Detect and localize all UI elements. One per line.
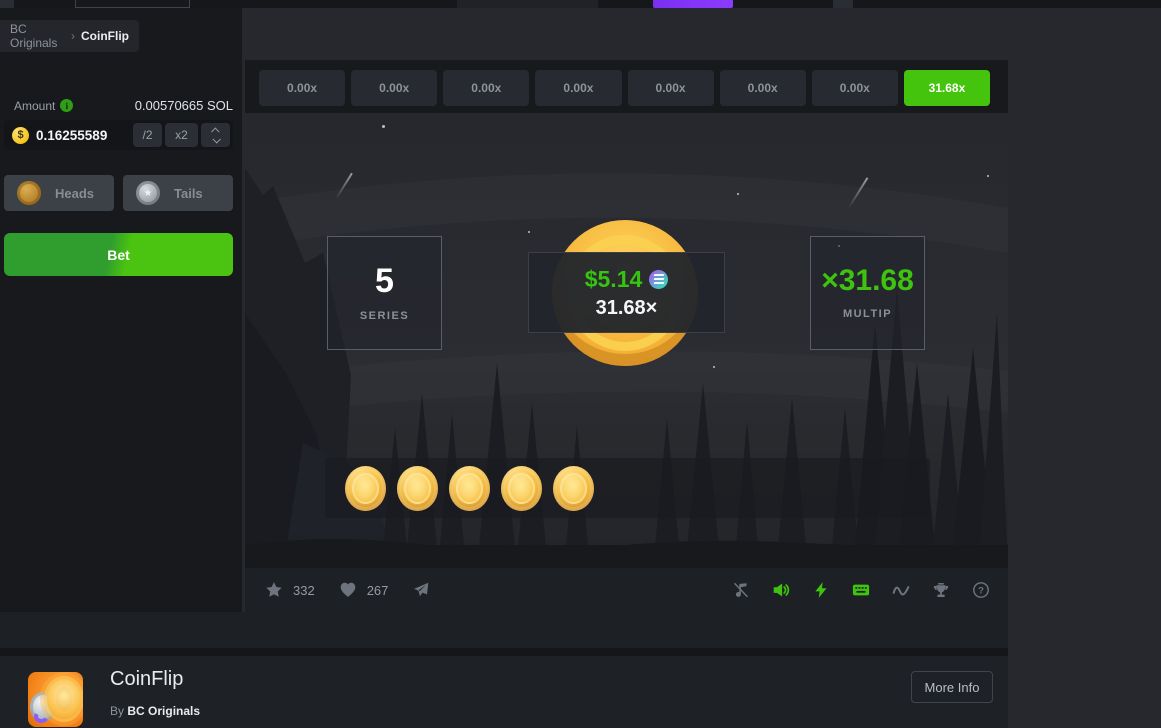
result-coin-heads [449,465,490,511]
top-bar-accent-button[interactable] [653,0,733,8]
game-scene: 5 SERIES $5.14 31.68× ×31.68 MULTIP [245,113,1008,568]
amount-row: Amount i 0.00570665 SOL [14,98,233,113]
multiplier-label: MULTIP [842,308,893,320]
trophy-icon[interactable] [932,581,950,599]
breadcrumb: BC Originals › CoinFlip [0,20,139,52]
star-speck [528,231,530,233]
solana-icon [649,269,669,289]
amount-stepper[interactable] [201,123,230,147]
multiplier-history: 0.00x 0.00x 0.00x 0.00x 0.00x 0.00x 0.00x 31.68… [259,70,990,106]
tails-coin-icon: ★ [136,181,160,205]
bet-amount-input[interactable]: $ 0.16255589 /2 x2 [4,120,233,150]
wallet-balance: 0.00570665 SOL [134,98,233,113]
live-stats-icon[interactable] [892,581,910,599]
series-panel: 5 SERIES [327,236,442,350]
payout-multiplier: 31.68× [595,296,658,319]
page-gap-divider [0,648,1008,656]
history-chip[interactable]: 0.00x [443,70,530,106]
heads-button[interactable]: Heads [4,175,114,211]
game-title: CoinFlip [110,668,184,690]
game-byline: By BC Originals [110,704,200,718]
top-bar-fragment [0,0,14,8]
history-chip[interactable]: 0.00x [811,70,898,106]
favorites-count: 332 [293,582,315,598]
star-speck [713,366,715,368]
payout-amount: $5.14 [584,265,643,292]
tails-button[interactable]: ★ Tails [123,175,233,211]
dollar-coin-icon: $ [12,126,29,144]
sound-icon[interactable] [772,581,790,599]
provider-link[interactable]: BC Originals [127,704,201,718]
heads-label: Heads [55,185,95,201]
hotkeys-icon[interactable] [852,581,870,599]
top-bar-fragment [457,0,598,8]
double-bet-button[interactable]: x2 [165,123,198,147]
bet-sidebar: BC Originals › CoinFlip Amount i 0.00570… [0,8,242,612]
help-icon[interactable]: ? [972,581,990,599]
top-bar [0,0,1161,8]
likes-count: 267 [366,582,389,598]
more-info-button[interactable]: More Info [911,671,993,703]
star-icon[interactable] [265,581,283,599]
share-icon[interactable] [412,581,430,599]
side-choice-row: Heads ★ Tails [4,175,233,211]
history-chip[interactable]: 0.00x [627,70,714,106]
tails-label: Tails [174,185,203,201]
history-chip[interactable]: 31.68x [903,70,990,106]
result-coin-heads [501,465,542,511]
history-chip[interactable]: 0.00x [719,70,806,106]
series-value: 5 [375,262,394,300]
game-toolbar: 332 267 [245,568,1008,612]
star-speck [382,125,385,128]
result-coin-heads [553,465,594,511]
multiplier-panel: ×31.68 MULTIP [810,236,925,350]
history-chip[interactable]: 0.00x [259,70,346,106]
breadcrumb-separator: › [71,29,75,43]
music-off-icon[interactable] [732,581,750,599]
history-chip[interactable]: 0.00x [351,70,438,106]
breadcrumb-current: CoinFlip [81,29,129,43]
series-label: SERIES [359,310,410,322]
bet-button[interactable]: Bet [4,233,233,276]
heart-icon[interactable] [339,581,357,599]
bet-amount-value[interactable]: 0.16255589 [36,127,108,143]
multiplier-value: ×31.68 [821,264,914,297]
breadcrumb-link-originals[interactable]: BC Originals [10,22,58,50]
info-icon[interactable]: i [60,99,74,112]
heads-coin-icon [17,181,41,205]
top-bar-fragment [833,0,853,8]
stepper-up-icon[interactable] [210,126,220,136]
gold-coin-art [47,679,81,719]
star-speck [737,193,739,195]
history-chip[interactable]: 0.00x [535,70,622,106]
half-bet-button[interactable]: /2 [133,123,162,147]
stepper-down-icon[interactable] [211,134,221,144]
by-label: By [110,704,125,718]
coin-results-row [325,458,930,518]
star-speck [987,175,989,177]
game-thumbnail [28,672,83,727]
amount-label: Amount [14,98,56,113]
game-info-card: CoinFlip By BC Originals More Info [0,656,1008,728]
result-coin-heads [345,465,386,511]
game-panel: 0.00x 0.00x 0.00x 0.00x 0.00x 0.00x 0.00x 31.68… [245,60,1008,612]
page-gap [0,612,1008,648]
svg-text:?: ? [978,585,984,596]
turbo-icon[interactable] [812,581,830,599]
result-coin-heads [397,465,438,511]
top-bar-search-box[interactable] [75,0,190,8]
payout-panel: $5.14 31.68× [528,252,725,333]
